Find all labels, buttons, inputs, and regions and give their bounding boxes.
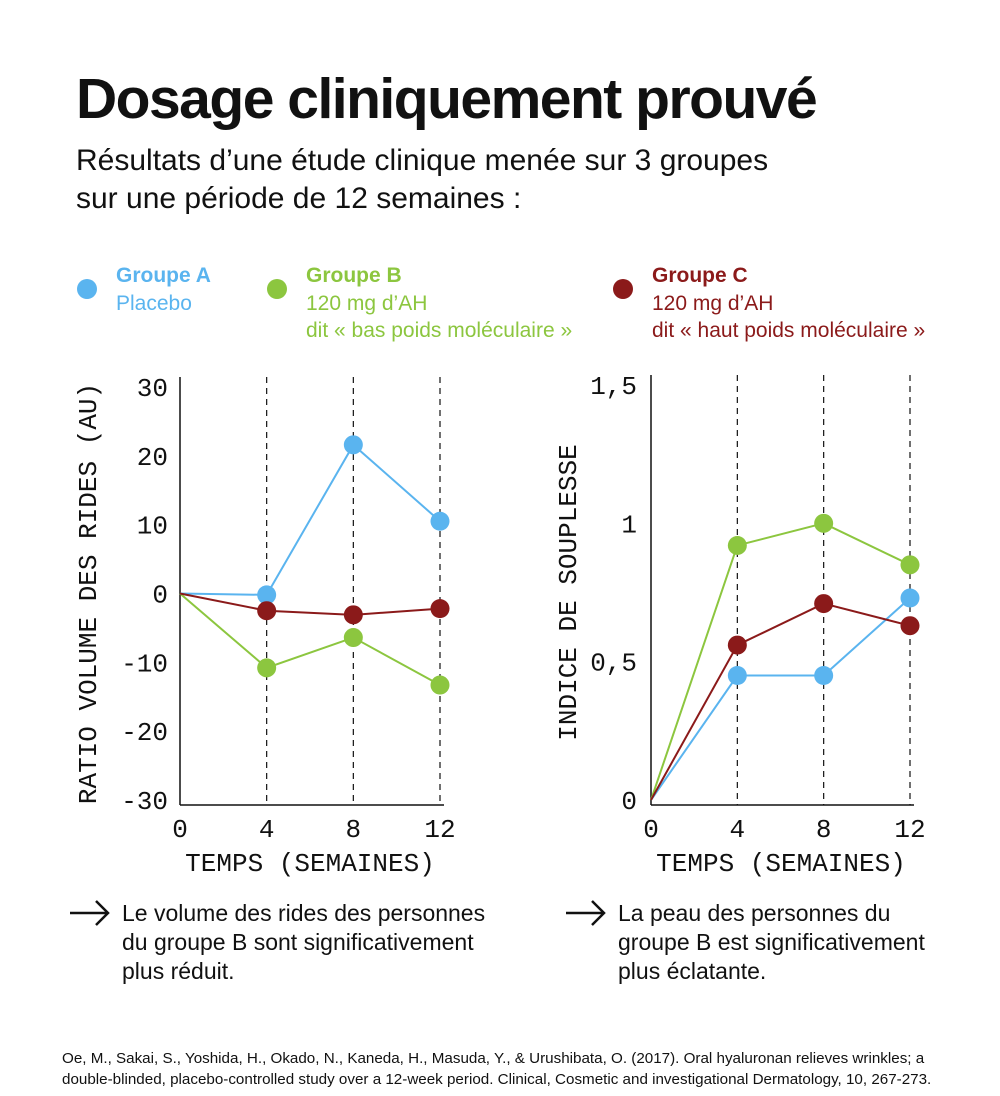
conclusion: La peau des personnes du [618, 900, 890, 926]
x-tick-label: 8 [346, 815, 362, 845]
data-point [343, 628, 363, 648]
y-tick-label: 0 [152, 581, 168, 611]
x-tick-label: 12 [424, 815, 455, 845]
y-tick-label: 0,5 [590, 649, 637, 679]
data-point [257, 585, 277, 605]
series-line [650, 597, 911, 801]
data-point [343, 435, 363, 455]
y-axis-label: INDICE DE SOUPLESSE [554, 444, 584, 740]
x-tick-label: 0 [643, 815, 659, 845]
y-tick-label: 30 [137, 374, 168, 404]
data-point [814, 594, 834, 614]
legend-marker [267, 279, 287, 299]
y-tick-label: 10 [137, 512, 168, 542]
legend-description: dit « haut poids moléculaire » [652, 319, 925, 342]
legend-description: dit « bas poids moléculaire » [306, 319, 572, 342]
data-point [814, 666, 834, 685]
data-point [430, 675, 450, 695]
data-point [343, 605, 363, 625]
conclusion: plus éclatante. [618, 958, 766, 984]
legend-description: 120 mg d’AH [652, 292, 773, 315]
title: Dosage cliniquement prouvé [76, 67, 816, 131]
data-point [430, 511, 450, 531]
data-point [727, 635, 747, 655]
x-tick-label: 0 [172, 815, 188, 845]
data-point [430, 599, 450, 619]
y-tick-label: -20 [121, 718, 168, 748]
y-tick-label: 1,5 [590, 372, 637, 402]
data-point [814, 513, 834, 533]
y-tick-label: 0 [621, 787, 637, 817]
x-tick-label: 8 [816, 815, 832, 845]
y-tick-label: 20 [137, 443, 168, 473]
conclusion: Le volume des rides des personnes [122, 900, 485, 926]
series-line [179, 443, 441, 596]
data-point [257, 658, 277, 678]
legend-marker [613, 279, 633, 299]
series-line [650, 602, 911, 801]
subtitle: Résultats d’une étude clinique menée sur… [76, 144, 768, 177]
legend-label: Groupe B [306, 264, 402, 287]
citation: Oe, M., Sakai, S., Yoshida, H., Okado, N… [62, 1050, 925, 1067]
legend-description: Placebo [116, 292, 192, 315]
series-line [650, 522, 911, 801]
legend-label: Groupe C [652, 264, 748, 287]
data-point [900, 616, 920, 636]
x-axis-label: TEMPS (SEMAINES) [656, 849, 906, 879]
y-axis-label: RATIO VOLUME DES RIDES (AU) [74, 383, 104, 804]
series-line [179, 592, 441, 616]
y-tick-label: -10 [121, 649, 168, 679]
data-point [727, 535, 747, 555]
x-axis-label: TEMPS (SEMAINES) [185, 849, 435, 879]
data-point [900, 555, 920, 575]
citation: double-blinded, placebo-controlled study… [62, 1071, 931, 1088]
y-tick-label: -30 [121, 787, 168, 817]
x-tick-label: 4 [730, 815, 746, 845]
arrow [70, 900, 606, 926]
conclusion: plus réduit. [122, 958, 235, 984]
x-tick-label: 12 [894, 815, 925, 845]
y-tick-label: 1 [621, 510, 637, 540]
data-point [727, 666, 747, 685]
data-point [900, 588, 920, 608]
conclusion: du groupe B sont significativement [122, 929, 474, 955]
data-point [257, 601, 277, 621]
legend-description: 120 mg d’AH [306, 292, 427, 315]
conclusion: groupe B est significativement [618, 929, 925, 955]
series-line [179, 592, 441, 686]
subtitle: sur une période de 12 semaines : [76, 182, 521, 215]
legend-marker [77, 279, 97, 299]
legend-label: Groupe A [116, 264, 211, 287]
x-tick-label: 4 [259, 815, 275, 845]
